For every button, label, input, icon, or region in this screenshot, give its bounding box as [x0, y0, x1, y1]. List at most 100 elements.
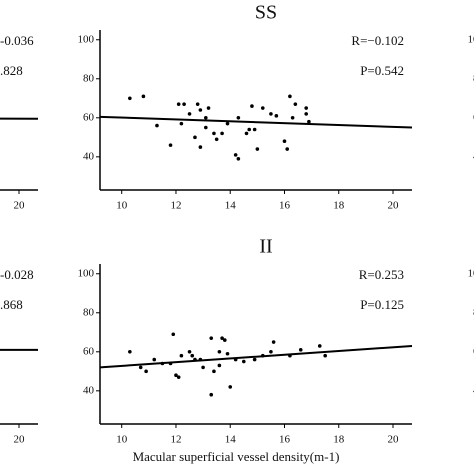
annotation: -0.036	[0, 33, 34, 48]
y-tick-label: 100	[78, 33, 95, 45]
y-tick-label: 80	[83, 72, 95, 84]
point	[290, 116, 295, 120]
x-tick-label: 14	[225, 200, 237, 212]
point	[250, 104, 254, 108]
point	[187, 350, 192, 354]
point	[176, 375, 181, 379]
point	[209, 392, 214, 397]
y-tick-label: 80	[83, 306, 95, 318]
annotation: .868	[0, 297, 23, 312]
y-tick-label: 100	[78, 267, 95, 279]
y-tick-label: 60	[83, 345, 95, 357]
point	[269, 350, 273, 354]
x-tick-label: 16	[279, 434, 291, 446]
point	[198, 108, 203, 112]
point	[138, 365, 143, 370]
fit-line	[99, 344, 413, 369]
point	[168, 143, 173, 147]
x-tick-label: 10	[116, 434, 128, 446]
y-tick-label: 60	[83, 111, 95, 123]
point	[225, 121, 230, 126]
annotation: R=−0.102	[351, 33, 404, 48]
point	[212, 369, 216, 374]
fit-line	[99, 115, 413, 129]
point	[304, 106, 308, 110]
point	[244, 131, 249, 136]
point	[236, 156, 241, 161]
point	[307, 119, 311, 124]
x-axis-label: Macular superficial vessel density(m-1)	[133, 449, 340, 464]
point	[323, 353, 327, 358]
x-tick-label: 18	[333, 434, 345, 446]
point	[217, 350, 222, 354]
point	[128, 350, 132, 354]
point	[274, 114, 279, 118]
x-tick-label: 12	[170, 200, 181, 212]
fit-line	[0, 117, 39, 120]
x-tick-label: 20	[388, 434, 400, 446]
point	[209, 336, 214, 340]
point	[282, 139, 287, 144]
point	[269, 112, 273, 116]
point	[155, 123, 159, 128]
point	[152, 357, 157, 362]
x-tick-label: 20	[14, 434, 26, 446]
point	[298, 348, 303, 352]
point	[214, 137, 219, 142]
point	[179, 121, 184, 126]
point	[260, 106, 265, 110]
point	[128, 96, 132, 101]
point	[223, 338, 227, 342]
point	[247, 127, 252, 132]
point	[228, 385, 233, 389]
x-tick-label: 20	[388, 200, 400, 212]
point	[174, 373, 178, 378]
x-tick-label: 12	[170, 434, 181, 446]
point	[252, 127, 257, 132]
y-tick-label: 100	[468, 33, 474, 45]
point	[220, 336, 224, 340]
annotation: R=0.253	[359, 267, 404, 282]
point	[179, 353, 184, 358]
point	[217, 363, 222, 368]
y-tick-label: 100	[468, 267, 474, 279]
point	[193, 135, 197, 140]
point	[171, 332, 176, 337]
point	[304, 112, 308, 116]
point	[206, 106, 211, 110]
point	[293, 102, 298, 106]
point	[198, 145, 203, 149]
point	[190, 353, 195, 358]
point	[252, 357, 257, 362]
point	[141, 94, 146, 99]
x-tick-label: 16	[279, 200, 291, 212]
chart-title: SS	[255, 2, 277, 24]
point	[182, 102, 186, 106]
point	[317, 344, 322, 348]
point	[176, 102, 181, 106]
point	[195, 102, 200, 106]
point	[241, 359, 246, 364]
point	[201, 365, 205, 370]
y-tick-label: 40	[83, 150, 95, 162]
point	[220, 131, 224, 136]
point	[236, 116, 241, 120]
chart-title: II	[259, 236, 272, 258]
annotation: P=0.542	[360, 63, 404, 78]
x-tick-label: 14	[225, 434, 237, 446]
x-tick-label: 20	[14, 200, 26, 212]
point	[144, 369, 148, 374]
point	[225, 351, 230, 356]
point	[212, 131, 216, 136]
annotation: P=0.125	[360, 297, 404, 312]
y-tick-label: 40	[83, 384, 95, 396]
point	[204, 116, 208, 120]
point	[187, 112, 192, 116]
point	[285, 147, 290, 151]
annotation: -0.028	[0, 267, 34, 282]
point	[288, 94, 292, 99]
point	[271, 340, 276, 344]
annotation: .828	[0, 63, 23, 78]
